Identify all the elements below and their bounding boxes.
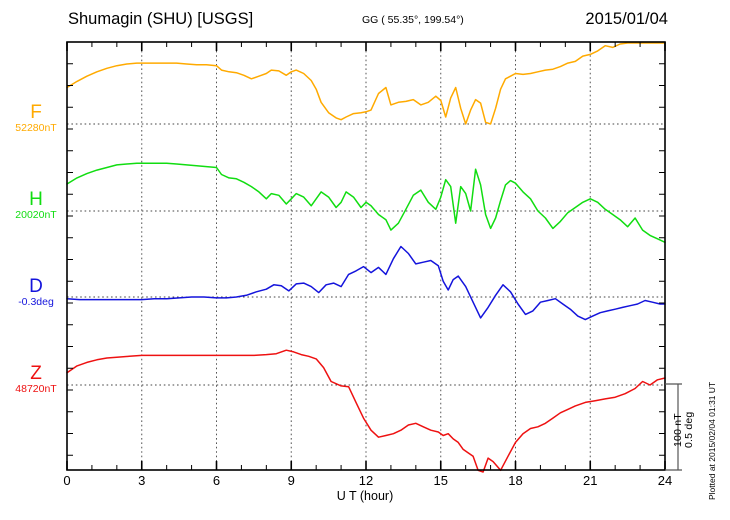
station-title: Shumagin (SHU) [USGS] [68, 10, 254, 28]
baseline-layer [67, 123, 665, 386]
x-tick-label: 21 [583, 473, 598, 488]
x-tick-label: 9 [287, 473, 295, 488]
plot-frame [66, 41, 666, 471]
component-label-z: Z 48720nT [8, 364, 64, 396]
component-name-d: D [29, 276, 43, 297]
x-tick-label: 0 [63, 473, 71, 488]
trace-h [66, 162, 666, 244]
scale-bar [665, 383, 682, 471]
scale-bar-caption: 100 nT 0.5 deg [672, 395, 695, 465]
trace-layer [66, 42, 666, 473]
x-tick-label: 6 [212, 473, 221, 488]
x-tick-label: 15 [433, 473, 448, 488]
plotted-at-text: Plotted at 2015/02/04 01:31 UT [707, 381, 717, 500]
trace-f [66, 42, 666, 125]
trace-z [66, 349, 666, 473]
geographic-coordinates: GG ( 55.35°, 199.54°) [362, 14, 464, 26]
component-baseline-f: 52280nT [15, 122, 57, 134]
x-tick-label: 3 [138, 473, 146, 488]
component-name-h: H [29, 189, 43, 210]
component-label-d: D -0.3deg [8, 277, 64, 309]
x-tick-label: 18 [508, 473, 523, 488]
scale-bar-label-deg: 0.5 deg [683, 411, 695, 449]
component-baseline-z: 48720nT [15, 383, 57, 395]
component-name-z: Z [30, 363, 42, 384]
x-tick-label: 12 [358, 473, 374, 488]
component-label-h: H 20020nT [8, 190, 64, 222]
component-baseline-h: 20020nT [15, 209, 57, 221]
trace-d [66, 245, 666, 321]
component-baseline-d: -0.3deg [18, 296, 54, 308]
observation-date: 2015/01/04 [585, 10, 668, 28]
x-axis-title: U T (hour) [336, 489, 394, 503]
x-tick-label: 24 [657, 473, 673, 488]
component-name-f: F [30, 102, 42, 123]
grid-layer [141, 42, 591, 470]
component-label-f: F 52280nT [8, 103, 64, 135]
